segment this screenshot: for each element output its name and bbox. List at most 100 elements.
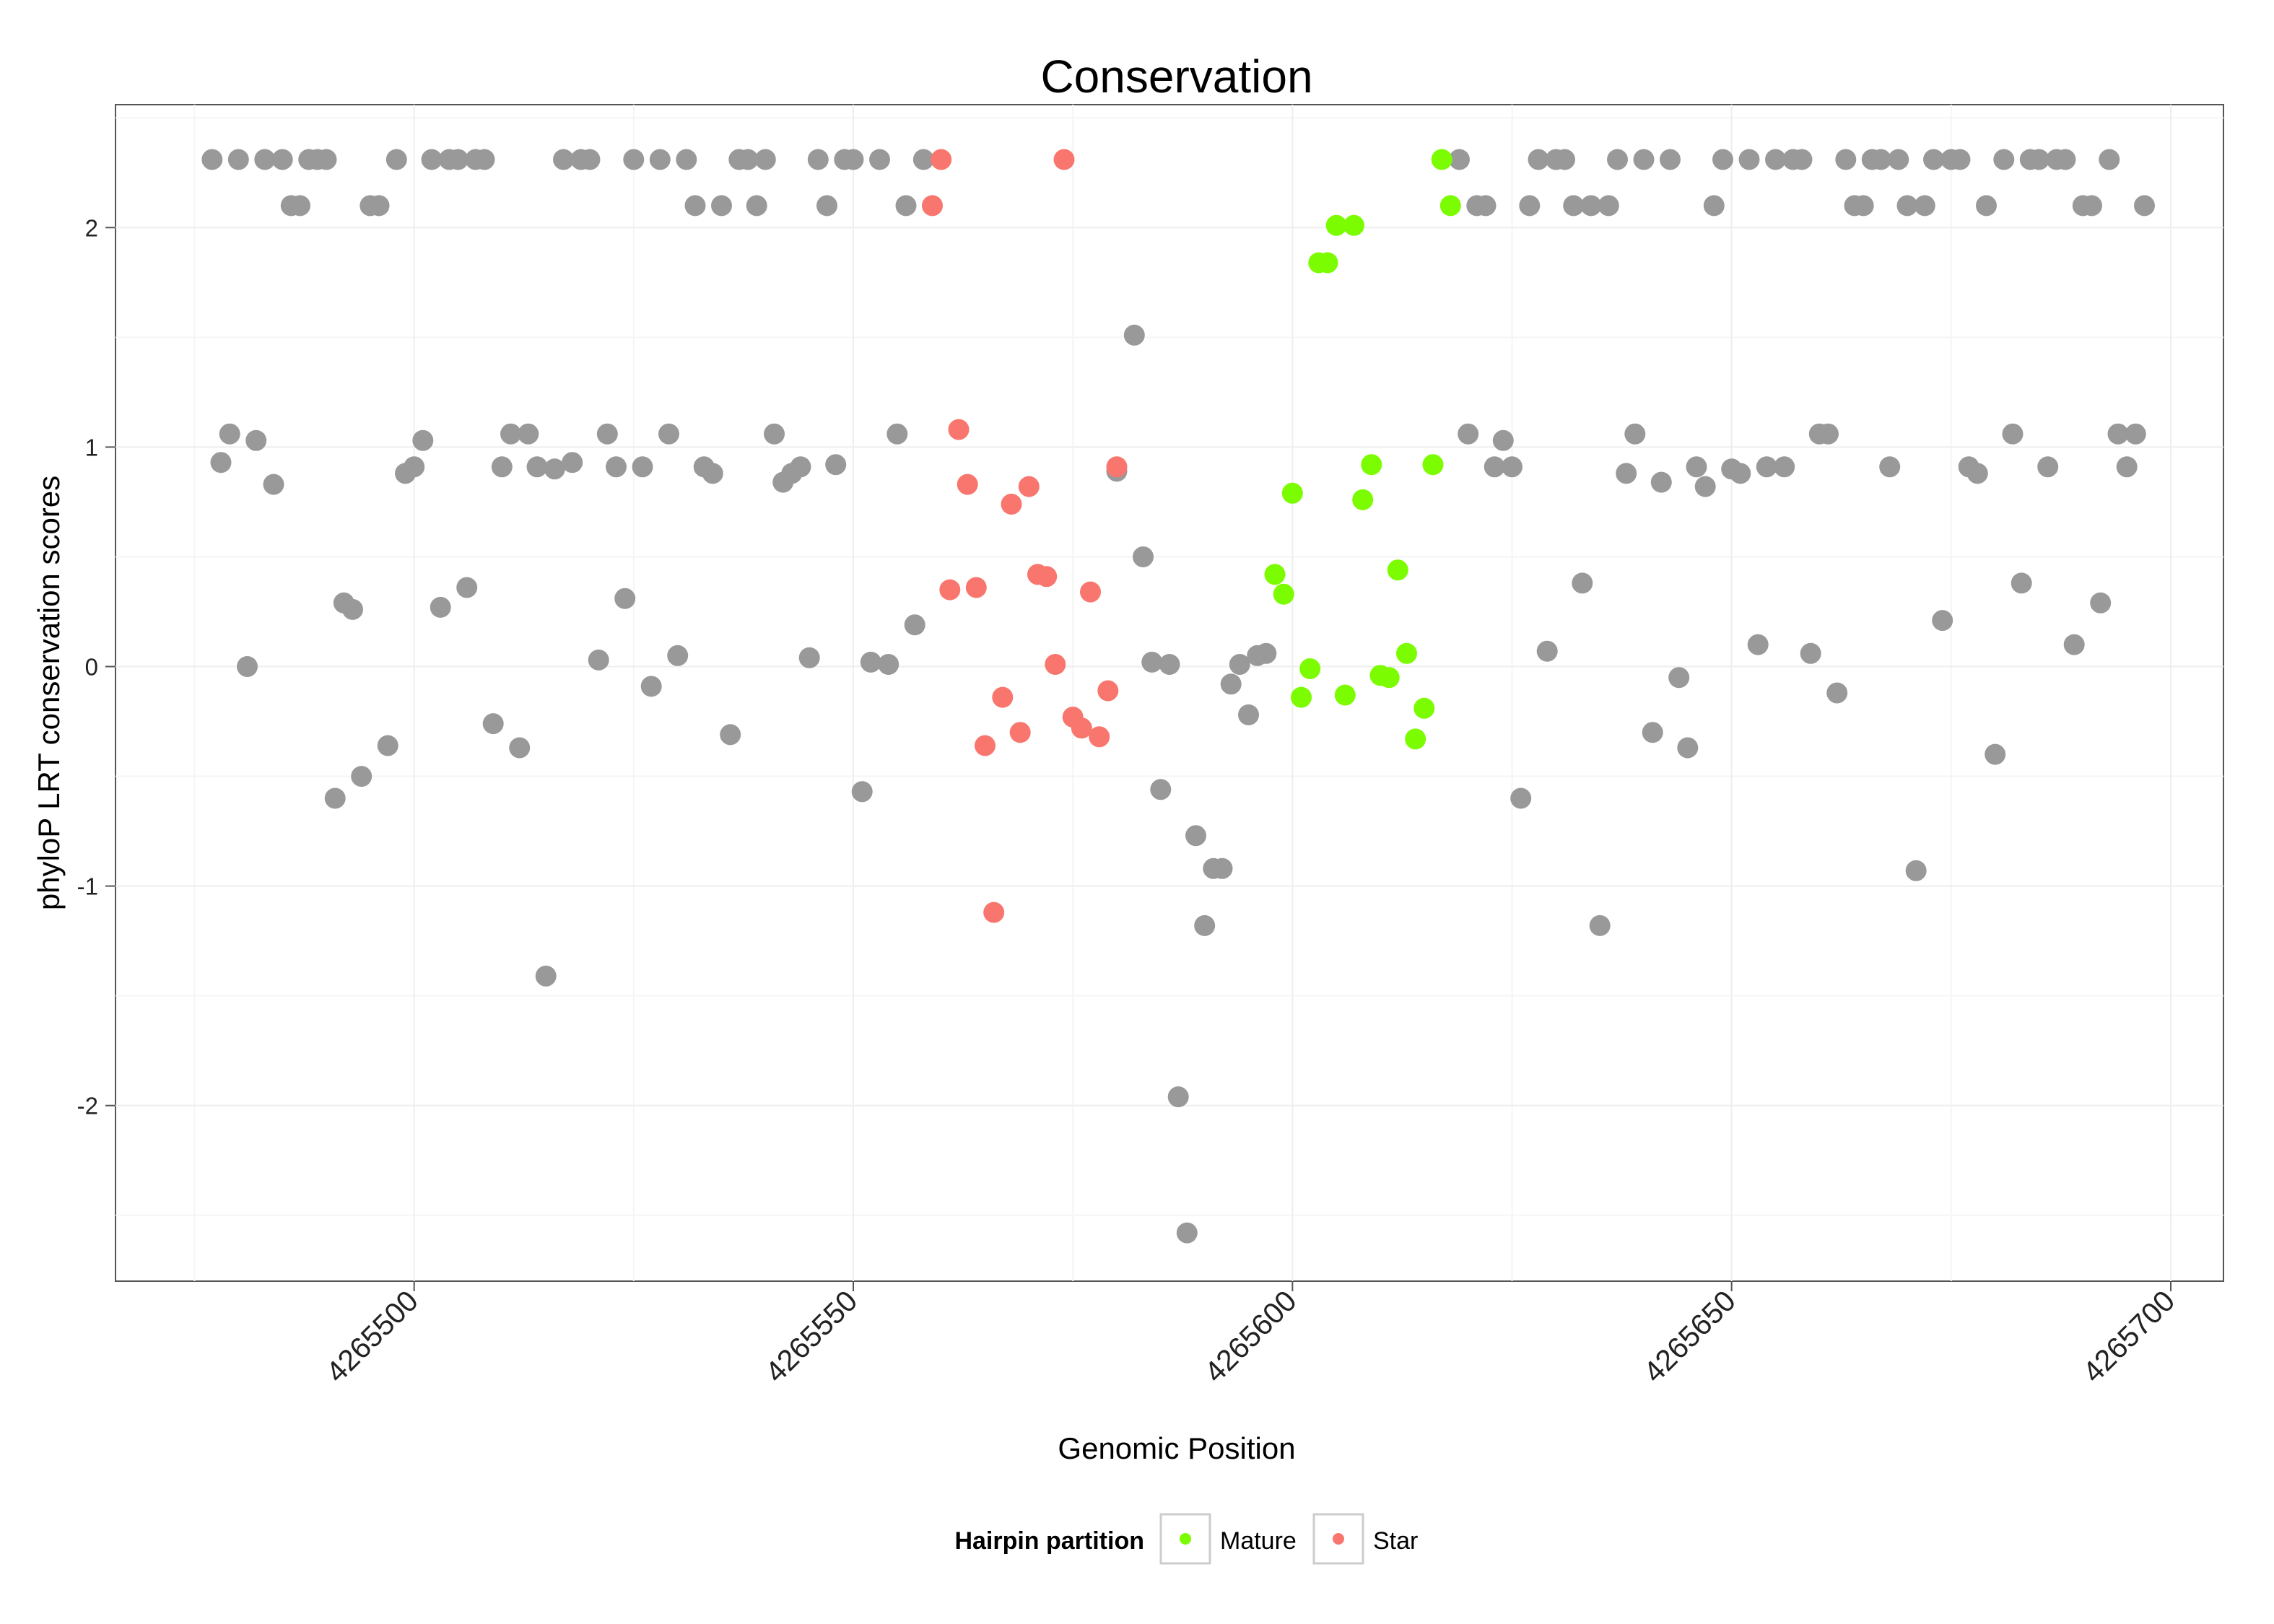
data-point-other — [1194, 914, 1216, 936]
y-axis-label: phyloP LRT conservation scores — [32, 476, 66, 910]
data-point-other — [421, 149, 443, 170]
y-tick-label: 2 — [85, 214, 98, 241]
y-tick-label: -1 — [77, 873, 98, 900]
data-point-mature — [1281, 482, 1303, 504]
data-point-other — [1712, 149, 1733, 170]
data-point-other — [1703, 195, 1725, 217]
data-point-other — [544, 458, 565, 480]
data-point-other — [1185, 825, 1206, 847]
data-point-other — [1598, 195, 1619, 217]
data-point-other — [1167, 1086, 1189, 1108]
data-point-star — [965, 577, 987, 598]
data-point-other — [764, 423, 785, 445]
data-point-other — [2107, 423, 2129, 445]
data-point-other — [588, 649, 609, 671]
data-point-other — [1528, 149, 1549, 170]
data-point-other — [596, 423, 618, 445]
data-point-other — [1896, 195, 1918, 217]
data-point-other — [606, 456, 627, 478]
data-point-other — [1536, 640, 1558, 662]
data-point-mature — [1264, 564, 1286, 585]
data-point-other — [860, 651, 881, 673]
data-point-other — [912, 149, 934, 170]
data-point-other — [614, 588, 636, 609]
data-points — [201, 149, 2155, 1244]
data-point-other — [535, 965, 557, 987]
data-point-other — [711, 195, 732, 217]
data-point-other — [676, 149, 697, 170]
data-point-other — [825, 454, 847, 476]
data-point-other — [2011, 572, 2032, 594]
data-point-mature — [1352, 489, 1374, 510]
data-point-star — [1089, 726, 1110, 748]
data-point-other — [2055, 149, 2076, 170]
data-point-other — [1765, 149, 1786, 170]
data-point-other — [1835, 149, 1857, 170]
data-point-other — [1589, 914, 1611, 936]
data-point-other — [500, 423, 521, 445]
data-point-other — [553, 149, 574, 170]
data-point-other — [1572, 572, 1593, 594]
data-point-other — [562, 452, 583, 473]
legend: Hairpin partition Mature Star — [954, 1513, 1418, 1565]
data-point-other — [1852, 195, 1874, 217]
data-point-other — [385, 149, 407, 170]
data-point-other — [2063, 634, 2085, 655]
data-point-other — [289, 195, 310, 217]
data-point-other — [1677, 737, 1699, 759]
data-point-star — [1009, 722, 1031, 743]
data-point-other — [1738, 149, 1760, 170]
data-point-mature — [1396, 642, 1417, 664]
data-point-star — [1018, 476, 1040, 497]
data-point-other — [315, 149, 337, 170]
data-point-other — [1211, 857, 1233, 879]
data-point-other — [456, 577, 478, 598]
data-point-other — [2134, 195, 2155, 217]
data-point-mature — [1325, 214, 1347, 236]
data-point-other — [1159, 654, 1180, 675]
data-point-other — [482, 713, 504, 735]
data-point-star — [1001, 494, 1022, 515]
data-point-other — [1449, 149, 1470, 170]
data-point-other — [1993, 149, 2015, 170]
data-point-star — [1053, 149, 1075, 170]
data-point-star — [1106, 456, 1128, 478]
data-point-star — [1080, 581, 1101, 603]
y-tick-label: 0 — [85, 654, 98, 681]
data-point-mature — [1405, 728, 1426, 750]
data-point-mature — [1334, 684, 1356, 706]
data-point-star — [939, 579, 961, 601]
data-point-other — [342, 598, 363, 620]
data-point-other — [368, 195, 390, 217]
data-point-star — [1071, 717, 1092, 739]
data-point-other — [1229, 654, 1250, 675]
data-point-other — [1686, 456, 1707, 478]
data-point-other — [1580, 195, 1602, 217]
data-point-other — [1123, 324, 1145, 346]
data-point-other — [1510, 787, 1532, 809]
data-point-other — [1650, 471, 1672, 493]
data-point-other — [1660, 149, 1681, 170]
data-point-other — [210, 452, 232, 473]
data-point-other — [1133, 546, 1154, 567]
data-point-other — [904, 614, 925, 636]
data-point-other — [351, 766, 373, 787]
data-point-other — [430, 596, 451, 618]
data-point-other — [1932, 610, 1953, 632]
data-point-star — [983, 902, 1005, 923]
y-axis: -2 -1 0 1 2 — [77, 214, 116, 1119]
data-point-mature — [1439, 195, 1461, 217]
data-point-other — [1607, 149, 1628, 170]
data-point-mature — [1299, 658, 1321, 679]
data-point-mature — [1291, 686, 1312, 708]
data-point-other — [1976, 195, 1997, 217]
data-point-other — [667, 645, 689, 666]
data-point-other — [1238, 704, 1259, 725]
data-point-other — [737, 149, 759, 170]
legend-title: Hairpin partition — [954, 1527, 1144, 1555]
data-point-other — [201, 149, 223, 170]
data-point-other — [412, 429, 434, 451]
data-point-other — [1150, 779, 1172, 800]
y-tick-label: 1 — [85, 434, 98, 460]
chart-title: Conservation — [1040, 51, 1312, 102]
